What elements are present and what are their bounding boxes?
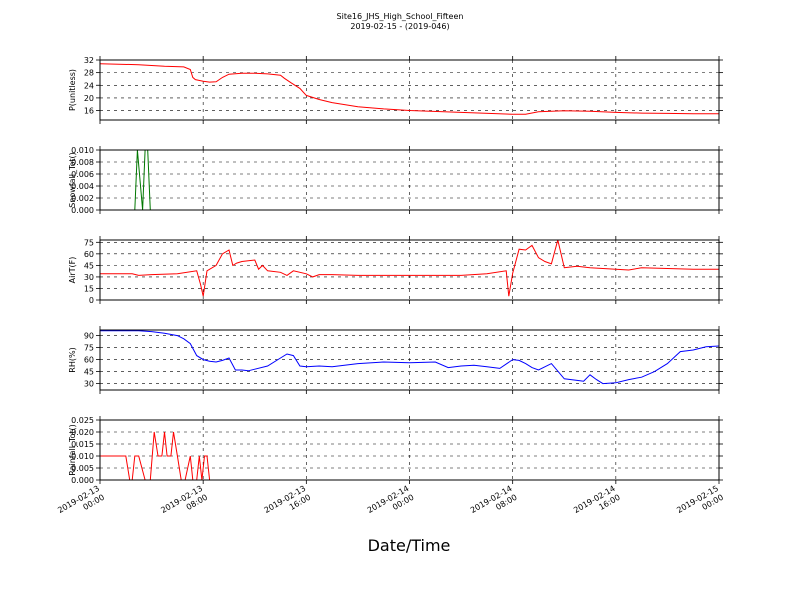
y-tick-label: 0.002 <box>71 194 94 203</box>
series-line-1 <box>99 63 719 115</box>
y-tick-label: 0.000 <box>71 206 94 215</box>
panel-2: 0.000 0.002 0.004 0.006 0.008 0.010Snowfall_T… <box>68 146 723 215</box>
y-tick-label: 0.025 <box>71 416 94 425</box>
panel-5: 0.000 0.005 0.010 0.015 0.020 0.025Rainfall_T… <box>68 416 723 485</box>
y-tick-label: 0.008 <box>71 158 94 167</box>
y-tick-label: 0.006 <box>71 170 94 179</box>
panels: 1620242832P(unitless)0.0000.0020.0040.00… <box>68 56 723 485</box>
panel-frame <box>99 149 720 211</box>
y-tick-label: 75 <box>84 238 94 247</box>
series-line-3 <box>100 239 719 297</box>
chart-title: Site16_JHS_High_School_Fifteen <box>337 12 464 21</box>
y-tick-label: 16 <box>84 107 94 116</box>
x-axis-label: Date/Time <box>368 536 451 555</box>
y-axis-label: AirT(F) <box>68 257 77 284</box>
panel-frame <box>99 239 720 301</box>
y-axis-label: RH(%) <box>68 347 77 372</box>
panel-frame <box>99 419 720 481</box>
panel-3: 0 15 30 45 60 75 AirT(F) <box>68 236 723 305</box>
y-tick-label: 60 <box>84 356 94 365</box>
y-tick-label: 0.005 <box>71 464 94 473</box>
y-tick-label: 15 <box>84 284 94 293</box>
panel-frame <box>99 329 720 391</box>
y-tick-label: 24 <box>84 81 94 90</box>
y-tick-label: 0 <box>89 296 94 305</box>
y-axis-label: P(unitless) <box>68 69 77 111</box>
series-line-4 <box>100 330 720 385</box>
series-line-5 <box>100 431 719 481</box>
y-tick-label: 30 <box>84 380 94 389</box>
y-tick-label: 0.020 <box>71 428 94 437</box>
y-tick-label: 0.010 <box>71 146 94 155</box>
panel-frame <box>99 59 720 121</box>
y-tick-label: 32 <box>84 56 94 65</box>
y-tick-label: 30 <box>84 273 94 282</box>
y-tick-label: 0.010 <box>71 452 94 461</box>
chart-subtitle: 2019-02-15 - (2019-046) <box>350 22 449 31</box>
y-tick-label: 45 <box>84 261 94 270</box>
y-tick-label: 28 <box>84 69 94 78</box>
panel-4: 30 45 60 75 90 RH(%) <box>68 326 723 394</box>
y-tick-label: 0.004 <box>71 182 94 191</box>
y-tick-label: 0.015 <box>71 440 94 449</box>
y-axis-label: Snowfall_Tot() <box>68 152 77 208</box>
y-tick-label: 45 <box>84 368 94 377</box>
y-tick-label: 75 <box>84 344 94 353</box>
y-tick-label: 0.000 <box>71 476 94 485</box>
y-axis-label: Rainfall_Tot() <box>68 424 77 476</box>
panel-1: 16 20 24 28 32 P(unitless) <box>68 56 723 124</box>
y-tick-label: 60 <box>84 250 94 259</box>
y-tick-label: 20 <box>84 94 94 103</box>
y-tick-label: 90 <box>84 332 94 341</box>
